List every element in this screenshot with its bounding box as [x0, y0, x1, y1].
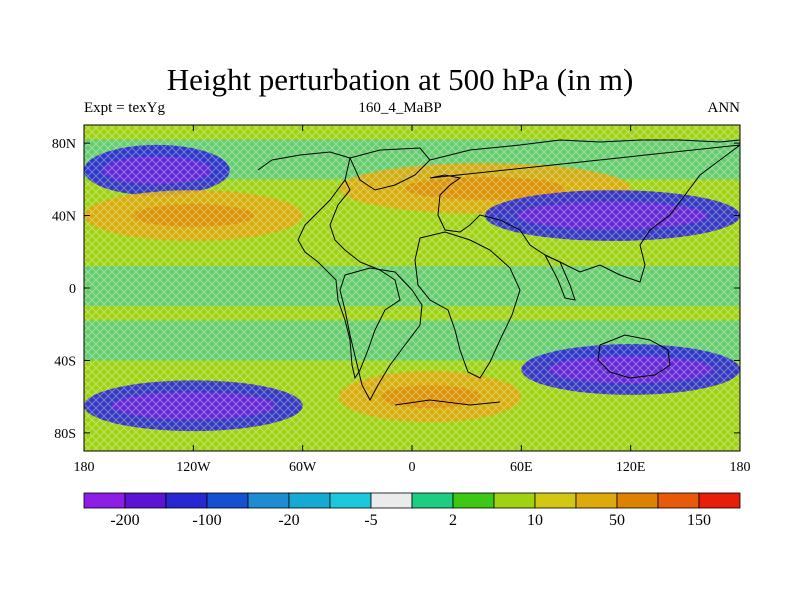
- colorbar-swatch: [247, 492, 290, 509]
- coast-greenland: [349, 147, 431, 191]
- colorbar-swatch: [698, 492, 741, 509]
- colorbar-swatch: [411, 492, 454, 509]
- longitude-axis: 180 120W 60W 0 60E 120E 180: [74, 125, 751, 475]
- experiment-label: Expt = texYg: [84, 100, 165, 116]
- plot-title: Height perturbation at 500 hPa (in m): [166, 62, 634, 97]
- height-perturbation-field: [84, 125, 740, 451]
- lon-tick-label: 180: [74, 460, 95, 475]
- colorbar-label: -20: [278, 512, 299, 529]
- colorbar-swatch: [206, 492, 249, 509]
- colorbar-swatch: [534, 492, 577, 509]
- lon-tick-label: 120W: [176, 460, 211, 475]
- lat-tick-label: 80S: [54, 427, 76, 442]
- lat-tick-label: 40S: [54, 354, 76, 369]
- lon-tick-label: 180: [730, 460, 751, 475]
- colorbar-label: -5: [364, 512, 377, 529]
- colorbar-swatch: [370, 492, 413, 509]
- season-label: ANN: [707, 100, 741, 116]
- lon-tick-label: 60E: [510, 460, 533, 475]
- colorbar-swatch: [452, 492, 495, 509]
- coast-south-america: [339, 267, 423, 402]
- colorbar-label: 10: [527, 512, 543, 529]
- coast-eurasia: [429, 139, 740, 283]
- period-label: 160_4_MaBP: [358, 100, 442, 116]
- colorbar: -200 -100 -20 -5 2 10 50 150: [83, 492, 741, 529]
- colorbar-swatch: [657, 492, 700, 509]
- lon-tick-label: 120E: [616, 460, 646, 475]
- latitude-axis: 80N 40N 0 40S 80S: [52, 137, 740, 442]
- colorbar-swatch: [616, 492, 659, 509]
- colorbar-label: 150: [687, 512, 711, 529]
- colorbar-swatch: [493, 492, 536, 509]
- colorbar-swatch: [288, 492, 331, 509]
- lat-tick-label: 80N: [52, 137, 76, 152]
- lat-tick-label: 0: [69, 282, 76, 297]
- coast-australia: [597, 334, 671, 379]
- colorbar-label: 2: [449, 512, 457, 529]
- coastlines: [257, 139, 740, 406]
- lon-tick-label: 0: [409, 460, 416, 475]
- colorbar-swatch: [124, 492, 167, 509]
- colorbar-swatch: [575, 492, 618, 509]
- hatch-overlay: [84, 125, 740, 451]
- colorbar-swatch: [329, 492, 372, 509]
- coast-north-america: [257, 151, 401, 380]
- coast-india: [543, 253, 576, 301]
- colorbar-label: -200: [110, 512, 139, 529]
- lat-tick-label: 40N: [52, 210, 76, 225]
- colorbar-swatch: [83, 492, 126, 509]
- colorbar-swatch: [165, 492, 208, 509]
- colorbar-label: -100: [192, 512, 221, 529]
- lon-tick-label: 60W: [289, 460, 317, 475]
- coast-africa: [414, 231, 521, 379]
- coast-antarctica: [394, 399, 501, 406]
- colorbar-label: 50: [609, 512, 625, 529]
